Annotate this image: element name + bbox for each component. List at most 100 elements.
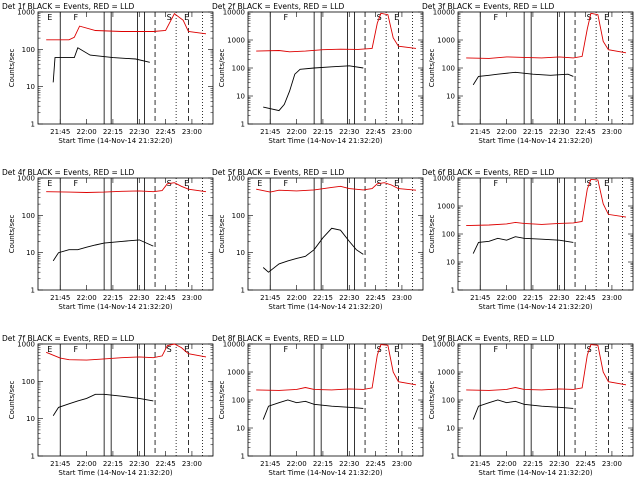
y-tick-label: 100 <box>442 231 455 239</box>
x-tick-label: 22:00 <box>496 294 516 302</box>
y-tick-label: 10 <box>446 425 455 433</box>
series-lld-line <box>256 182 417 193</box>
y-tick-label: 10 <box>26 415 35 423</box>
y-tick-label: 1000 <box>227 37 245 45</box>
series-events-line <box>52 239 154 262</box>
y-tick-label: 1 <box>451 287 455 295</box>
y-tick-label: 10000 <box>433 175 455 183</box>
x-tick-label: 21:45 <box>470 128 490 136</box>
event-marker-label: E <box>184 13 189 22</box>
chart-title: Det 4f BLACK = Events, RED = LLD <box>2 168 135 177</box>
series-events-line <box>472 71 574 86</box>
event-marker-label: E <box>394 179 399 188</box>
x-tick-label: 22:15 <box>523 294 543 302</box>
y-tick-label: 1 <box>241 453 245 461</box>
plot-frame <box>247 177 424 291</box>
series-lld-line <box>256 344 417 391</box>
y-tick-label: 10 <box>236 93 245 101</box>
x-tick-label: 21:45 <box>470 294 490 302</box>
x-axis-label: Start Time (14-Nov-14 21:32:20) <box>58 137 172 145</box>
x-tick-label: 22:00 <box>286 128 306 136</box>
chart-panel-1: Det 1f BLACK = Events, RED = LLD 1 10 100 10… <box>2 2 214 145</box>
y-tick-label: 100 <box>442 397 455 405</box>
x-tick-label: 23:00 <box>602 128 622 136</box>
plot-frame <box>37 11 214 125</box>
x-axis-label: Start Time (14-Nov-14 21:32:20) <box>268 303 382 311</box>
series-events-line <box>52 393 154 416</box>
x-tick-label: 23:00 <box>602 294 622 302</box>
y-tick-label: 1000 <box>17 341 35 349</box>
y-tick-label: 100 <box>442 65 455 73</box>
series-events-line <box>472 399 574 420</box>
series-lld-line <box>466 344 627 391</box>
y-tick-label: 10 <box>26 249 35 257</box>
y-tick-label: 100 <box>232 397 245 405</box>
x-tick-label: 22:45 <box>575 460 595 468</box>
x-tick-label: 21:45 <box>470 460 490 468</box>
event-marker-label: S <box>587 13 592 22</box>
x-tick-label: 23:00 <box>392 128 412 136</box>
y-tick-label: 100 <box>232 65 245 73</box>
x-tick-label: 21:45 <box>50 460 70 468</box>
chart-title: Det 5f BLACK = Events, RED = LLD <box>212 168 345 177</box>
plot-frame <box>457 343 634 457</box>
x-tick-label: 22:30 <box>129 460 149 468</box>
x-tick-label: 21:45 <box>260 294 280 302</box>
x-tick-label: 22:45 <box>575 128 595 136</box>
y-axis-label: Counts/sec <box>218 381 226 420</box>
x-tick-label: 22:45 <box>155 294 175 302</box>
y-tick-label: 10 <box>236 425 245 433</box>
event-marker-label: E <box>47 179 52 188</box>
plot-frame <box>247 11 424 125</box>
x-tick-label: 21:45 <box>50 294 70 302</box>
x-tick-label: 22:30 <box>549 128 569 136</box>
series-events-line <box>262 399 364 420</box>
x-axis-label: Start Time (14-Nov-14 21:32:20) <box>58 469 172 477</box>
y-tick-label: 1000 <box>17 9 35 17</box>
series-events-line <box>52 47 150 83</box>
y-axis-label: Counts/sec <box>428 381 436 420</box>
chart-panel-8: Det 8f BLACK = Events, RED = LLD 1 10 100 10… <box>212 334 424 477</box>
event-marker-label: F <box>494 345 499 354</box>
series-lld-line <box>46 13 207 41</box>
x-tick-label: 22:30 <box>129 128 149 136</box>
event-marker-label: F <box>494 13 499 22</box>
chart-panel-9: Det 9f BLACK = Events, RED = LLD 1 10 100 10… <box>422 334 634 477</box>
chart-panel-7: Det 7f BLACK = Events, RED = LLD 1 10 100 10… <box>2 334 214 477</box>
chart-title: Det 3f BLACK = Events, RED = LLD <box>422 2 555 11</box>
plot-frame <box>37 343 214 457</box>
event-marker-label: E <box>47 345 52 354</box>
x-tick-label: 22:45 <box>155 460 175 468</box>
y-tick-label: 10 <box>446 93 455 101</box>
x-tick-label: 23:00 <box>182 294 202 302</box>
x-tick-label: 21:45 <box>50 128 70 136</box>
y-axis-label: Counts/sec <box>428 215 436 254</box>
x-tick-label: 22:45 <box>365 294 385 302</box>
x-tick-label: 23:00 <box>602 460 622 468</box>
y-tick-label: 1 <box>451 453 455 461</box>
x-tick-label: 22:30 <box>339 294 359 302</box>
y-tick-label: 1000 <box>437 369 455 377</box>
chart-panel-5: Det 5f BLACK = Events, RED = LLD 1 10 100 10… <box>212 168 424 311</box>
event-marker-label: S <box>167 345 172 354</box>
y-tick-label: 10000 <box>433 341 455 349</box>
x-tick-label: 22:45 <box>575 294 595 302</box>
y-tick-label: 10 <box>26 83 35 91</box>
y-tick-label: 10000 <box>433 9 455 17</box>
plot-frame <box>457 11 634 125</box>
y-tick-label: 1 <box>241 121 245 129</box>
x-tick-label: 22:30 <box>549 460 569 468</box>
x-tick-label: 22:00 <box>496 460 516 468</box>
x-tick-label: 22:45 <box>365 128 385 136</box>
x-tick-label: 22:00 <box>76 128 96 136</box>
event-marker-label: F <box>74 13 79 22</box>
x-tick-label: 22:45 <box>365 460 385 468</box>
y-tick-label: 1000 <box>437 37 455 45</box>
event-marker-label: F <box>74 179 79 188</box>
event-marker-label: S <box>167 13 172 22</box>
x-tick-label: 22:30 <box>339 128 359 136</box>
chart-title: Det 9f BLACK = Events, RED = LLD <box>422 334 555 343</box>
plot-frame <box>37 177 214 291</box>
